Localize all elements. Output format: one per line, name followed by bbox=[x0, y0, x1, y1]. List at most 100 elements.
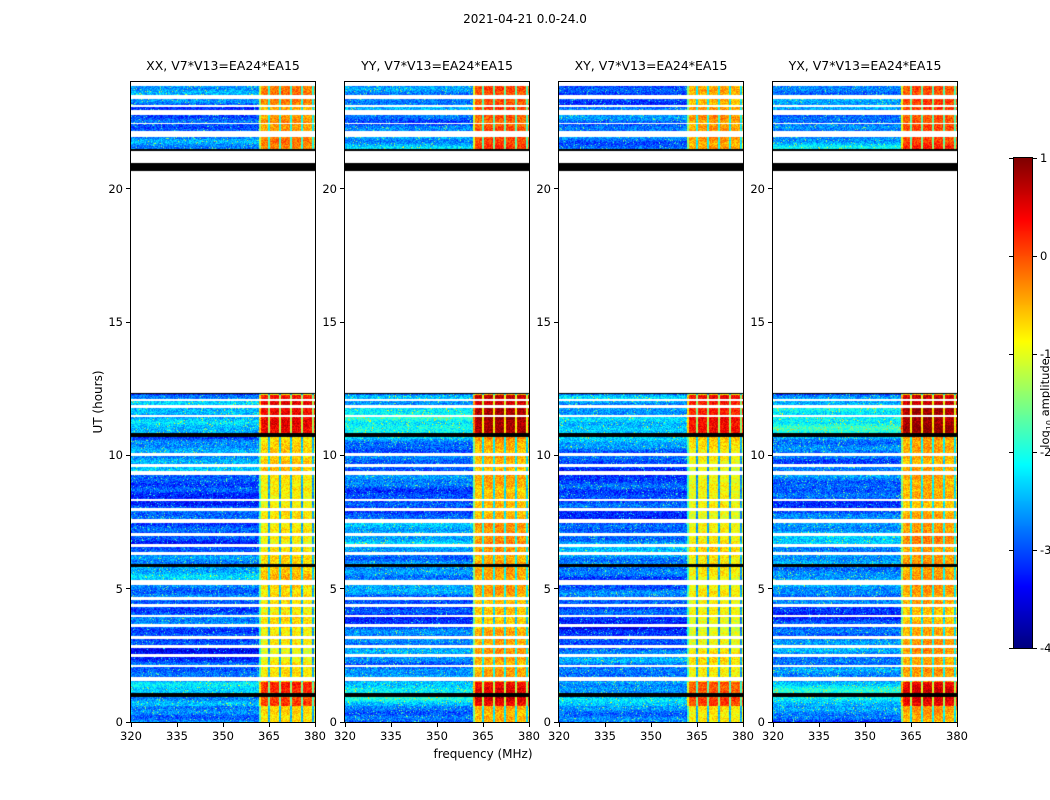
x-axis-label: frequency (MHz) bbox=[433, 747, 533, 761]
y-tick bbox=[340, 321, 344, 323]
x-tick bbox=[696, 723, 698, 727]
colorbar-tick bbox=[1009, 549, 1013, 551]
colorbar-tick bbox=[1033, 353, 1037, 355]
x-tick bbox=[528, 723, 530, 727]
y-tick bbox=[554, 188, 558, 190]
y-tick-label: 20 bbox=[108, 181, 123, 196]
colorbar-label-suffix: amplitude bbox=[1037, 358, 1050, 417]
y-tick-label: 15 bbox=[322, 315, 337, 329]
x-tick bbox=[864, 723, 866, 727]
spectrogram-canvas-xy bbox=[559, 82, 743, 722]
x-tick bbox=[956, 723, 958, 727]
colorbar-label-prefix: log bbox=[1037, 430, 1050, 448]
colorbar-tick-label: -1 bbox=[1040, 347, 1050, 361]
y-tick bbox=[126, 588, 130, 590]
panel-title-xy: XY, V7*V13=EA24*EA15 bbox=[574, 58, 728, 73]
y-tick-label: 5 bbox=[329, 581, 337, 596]
y-tick bbox=[126, 188, 130, 190]
x-tick-label: 335 bbox=[808, 729, 830, 743]
y-tick bbox=[126, 454, 130, 456]
panel-yx: YX, V7*V13=EA24*EA15 320 335 350 365 380 0 5 10… bbox=[750, 58, 968, 743]
x-tick bbox=[222, 723, 224, 727]
x-tick bbox=[176, 723, 178, 727]
y-tick-label: 15 bbox=[108, 315, 123, 329]
x-tick bbox=[436, 723, 438, 727]
colorbar-tick bbox=[1009, 451, 1013, 453]
x-tick bbox=[650, 723, 652, 727]
y-tick bbox=[768, 321, 772, 323]
y-tick bbox=[126, 721, 130, 723]
y-tick-label: 10 bbox=[108, 448, 123, 463]
x-tick-label: 320 bbox=[762, 729, 784, 743]
y-tick-label: 0 bbox=[329, 715, 337, 729]
x-tick bbox=[604, 723, 606, 727]
y-tick-label: 15 bbox=[750, 315, 765, 329]
y-tick bbox=[340, 721, 344, 723]
y-tick-label: 5 bbox=[543, 581, 551, 596]
colorbar-tick-label: 0 bbox=[1040, 249, 1048, 263]
colorbar-tick bbox=[1033, 451, 1037, 453]
y-tick bbox=[768, 588, 772, 590]
colorbar-tick-label: -2 bbox=[1040, 445, 1050, 459]
x-tick-label: 335 bbox=[594, 729, 616, 743]
x-tick-label: 365 bbox=[472, 729, 494, 743]
colorbar-tick bbox=[1009, 157, 1013, 159]
colorbar-label: log10 amplitude bbox=[1038, 358, 1050, 448]
y-tick bbox=[340, 588, 344, 590]
y-tick bbox=[554, 721, 558, 723]
x-tick-label: 380 bbox=[732, 729, 754, 743]
panel-title-xx: XX, V7*V13=EA24*EA15 bbox=[146, 58, 300, 73]
x-tick bbox=[130, 723, 132, 727]
x-tick bbox=[344, 723, 346, 727]
y-tick-label: 0 bbox=[757, 715, 765, 729]
x-tick-label: 365 bbox=[258, 729, 280, 743]
colorbar-tick bbox=[1009, 647, 1013, 649]
colorbar-tick bbox=[1009, 255, 1013, 257]
y-tick bbox=[554, 321, 558, 323]
y-tick bbox=[768, 454, 772, 456]
panel-title-yy: YY, V7*V13=EA24*EA15 bbox=[361, 58, 513, 73]
y-tick-label: 20 bbox=[322, 181, 337, 196]
x-tick-label: 320 bbox=[548, 729, 570, 743]
x-tick-label: 350 bbox=[426, 729, 448, 743]
y-tick-label: 5 bbox=[757, 581, 765, 596]
colorbar-tick bbox=[1033, 647, 1037, 649]
figure-title: 2021-04-21 0.0-24.0 bbox=[463, 12, 587, 26]
y-tick-label: 5 bbox=[115, 581, 123, 596]
spectrogram-canvas-xx bbox=[131, 82, 315, 722]
y-tick-label: 10 bbox=[536, 448, 551, 463]
x-tick-label: 365 bbox=[686, 729, 708, 743]
x-tick bbox=[558, 723, 560, 727]
x-tick bbox=[482, 723, 484, 727]
y-tick bbox=[554, 454, 558, 456]
x-tick-label: 380 bbox=[304, 729, 326, 743]
x-tick bbox=[742, 723, 744, 727]
colorbar-tick-label: 1 bbox=[1040, 151, 1048, 165]
y-tick bbox=[340, 454, 344, 456]
y-tick bbox=[768, 721, 772, 723]
x-tick bbox=[390, 723, 392, 727]
x-tick-label: 380 bbox=[518, 729, 540, 743]
x-tick-label: 350 bbox=[640, 729, 662, 743]
colorbar-tick bbox=[1033, 255, 1037, 257]
y-tick bbox=[554, 588, 558, 590]
x-tick bbox=[772, 723, 774, 727]
colorbar-tick bbox=[1009, 353, 1013, 355]
colorbar: 1 0 -1 -2 -3 -4 bbox=[1009, 151, 1050, 655]
y-tick bbox=[340, 188, 344, 190]
y-tick-label: 0 bbox=[543, 715, 551, 729]
colorbar-tick-label: -3 bbox=[1040, 543, 1050, 557]
colorbar-tick bbox=[1033, 157, 1037, 159]
colorbar-gradient bbox=[1014, 158, 1032, 648]
y-tick-label: 10 bbox=[750, 448, 765, 463]
x-tick bbox=[818, 723, 820, 727]
x-tick-label: 365 bbox=[900, 729, 922, 743]
panel-yy: YY, V7*V13=EA24*EA15 320 335 350 365 380 0 5 10… bbox=[322, 58, 540, 743]
spectrogram-canvas-yx bbox=[773, 82, 957, 722]
y-tick-label: 20 bbox=[536, 181, 551, 196]
x-tick-label: 350 bbox=[212, 729, 234, 743]
y-tick-label: 0 bbox=[115, 715, 123, 729]
x-tick-label: 335 bbox=[166, 729, 188, 743]
x-tick-label: 350 bbox=[854, 729, 876, 743]
